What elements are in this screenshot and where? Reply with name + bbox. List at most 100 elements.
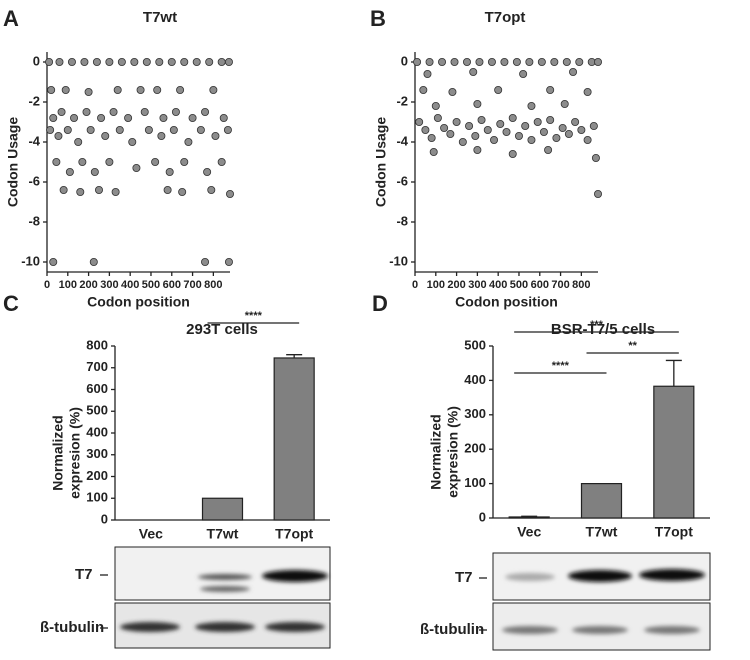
point [209,86,218,95]
point [427,133,436,142]
point [130,58,139,67]
point [196,126,205,135]
point [115,126,124,135]
blot-label: ß-tubulin [420,621,484,638]
x-tick-label: 200 [447,279,465,291]
point [577,126,586,135]
chart-title: BSR-T7/5 cells [551,321,655,338]
point [61,86,70,95]
y-tick-label: 700 [86,359,108,374]
point [46,126,55,135]
point [431,102,440,111]
point [178,187,187,196]
point [421,126,430,135]
y-tick-label: 400 [86,424,108,439]
point [500,58,509,67]
point [471,131,480,140]
point [537,58,546,67]
y-tick-label: 0 [33,53,40,68]
point [101,131,110,140]
point [473,100,482,109]
x-tick-label: 800 [204,279,222,291]
point [78,157,87,166]
point [132,163,141,172]
point [111,187,120,196]
panel-letter: B [370,6,386,31]
point [223,126,232,135]
point [92,58,101,67]
x-tick-label: 400 [121,279,139,291]
point [525,58,534,67]
point [217,58,226,67]
y-tick-label: -4 [28,133,40,148]
blot-label: ß-tubulin [40,619,104,636]
point [140,108,149,117]
x-tick-label: 700 [551,279,569,291]
bar [580,483,623,519]
x-axis-label: Codon position [455,294,558,310]
y-axis-label: Normalized [50,415,66,490]
point [583,135,592,144]
point [494,86,503,95]
chart-title: 293T cells [186,321,258,338]
y-tick-label: 0 [101,511,108,526]
x-axis-label: Codon position [87,294,190,310]
point [52,157,61,166]
point [153,86,162,95]
point [74,137,83,146]
point [450,58,459,67]
point [201,257,210,266]
significance-label: **** [552,360,570,372]
point [203,167,212,176]
y-tick-label: 0 [479,509,486,524]
point [176,86,185,95]
x-tick-label: 200 [79,279,97,291]
point [94,185,103,194]
point [429,147,438,156]
point [477,116,486,125]
y-axis-label: Normalized [428,414,444,489]
y-tick-label: 0 [401,53,408,68]
point [155,58,164,67]
x-tick-label: 500 [142,279,160,291]
significance-label: **** [245,310,263,322]
point [512,58,521,67]
y-axis-label: Codon Usage [5,117,21,207]
point [433,114,442,123]
point [55,58,64,67]
y-tick-label: 300 [464,406,486,421]
point [508,114,517,123]
point [469,68,478,77]
bar [201,497,244,521]
point [438,58,447,67]
y-tick-label: -4 [396,133,408,148]
point [65,167,74,176]
point [425,58,434,67]
point [82,108,91,117]
y-tick-label: 100 [86,490,108,505]
y-tick-label: -2 [28,93,40,108]
point [473,145,482,154]
point [440,124,449,133]
point [544,145,553,154]
point [113,86,122,95]
point [192,58,201,67]
point [142,58,151,67]
y-tick-label: 800 [86,337,108,352]
x-tick-label: T7opt [275,526,313,542]
bar [273,357,315,521]
x-tick-label: 300 [468,279,486,291]
x-tick-label: 400 [489,279,507,291]
point [54,131,63,140]
point [80,58,89,67]
y-axis-label: expresion (%) [445,406,461,498]
point [546,86,555,95]
point [415,118,424,127]
point [217,157,226,166]
point [105,157,114,166]
blot-c [114,546,331,649]
y-tick-label: -6 [396,173,408,188]
point [188,114,197,123]
point [589,122,598,131]
point [224,58,233,67]
